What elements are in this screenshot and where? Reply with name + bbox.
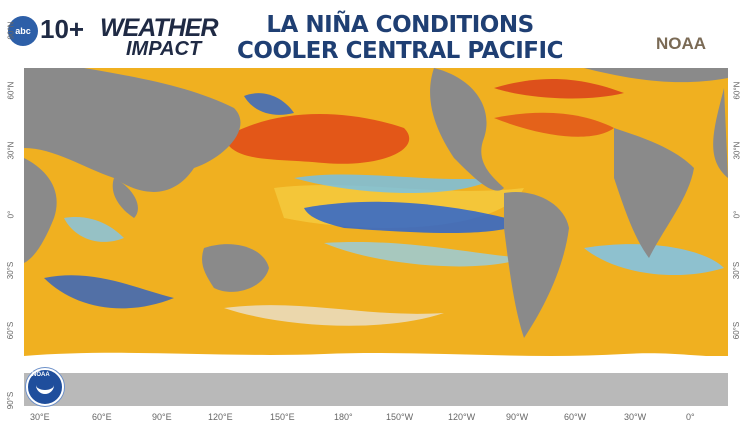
lon-label: 150°E: [270, 412, 295, 422]
lat-label: 60°N: [6, 81, 16, 100]
lat-label: 0°: [732, 210, 742, 219]
lat-label: 0°: [6, 210, 16, 219]
lon-label: 120°E: [208, 412, 233, 422]
lat-label: 60°N: [732, 81, 742, 100]
lat-label: 60°S: [6, 321, 16, 340]
lat-label: 30°S: [732, 261, 742, 280]
station-logo: abc 10+ WEATHER IMPACT: [8, 8, 223, 60]
lon-label: 120°W: [448, 412, 476, 422]
title-line-1: LA NIÑA CONDITIONS: [266, 12, 534, 38]
title-line-2: COOLER CENTRAL PACIFIC: [237, 38, 563, 64]
sst-anomaly-map: [24, 68, 728, 406]
lon-label: 0°: [686, 412, 695, 422]
lat-label: 90°N: [6, 21, 16, 40]
seal-bird-icon: [36, 382, 54, 394]
lat-label: 30°N: [6, 141, 16, 160]
logo-impact: IMPACT: [126, 38, 202, 60]
lon-label: 150°W: [386, 412, 414, 422]
header-bar: abc 10+ WEATHER IMPACT LA NIÑA CONDITION…: [0, 0, 750, 68]
abc-badge-icon: abc: [8, 16, 38, 46]
logo-weather: WEATHER: [100, 14, 219, 42]
lat-label: 30°S: [6, 261, 16, 280]
lat-label: 60°S: [732, 321, 742, 340]
lon-label: 90°W: [506, 412, 529, 422]
noaa-seal-icon: [26, 368, 64, 406]
logo-number: 10+: [40, 14, 85, 44]
lon-label: 30°E: [30, 412, 50, 422]
noaa-seal-label: NOAA: [32, 372, 50, 378]
lon-label: 60°E: [92, 412, 112, 422]
source-label: NOAA: [655, 34, 706, 53]
lat-label: 90°S: [6, 391, 16, 410]
lon-label: 180°: [334, 412, 353, 422]
lat-label: 30°N: [732, 141, 742, 160]
lon-label: 30°W: [624, 412, 647, 422]
lon-label: 60°W: [564, 412, 587, 422]
lon-label: 90°E: [152, 412, 172, 422]
